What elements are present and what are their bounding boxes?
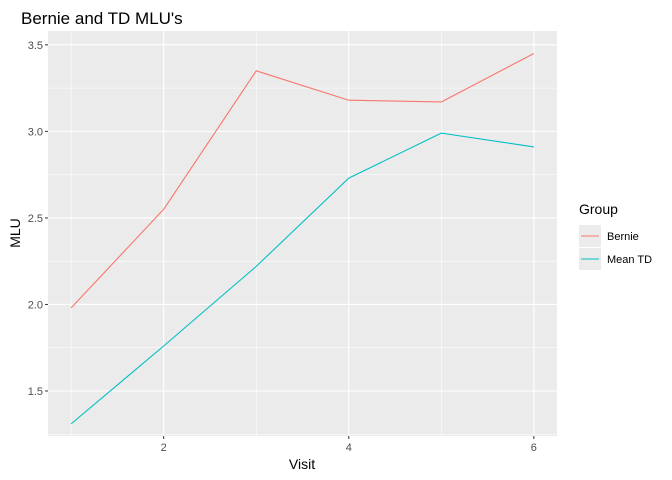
x-axis-title: Visit bbox=[289, 456, 315, 472]
y-tick-label: 3.5 bbox=[28, 40, 43, 52]
legend-items: Bernie Mean TD bbox=[579, 225, 652, 270]
y-tick-label: 3.0 bbox=[28, 126, 43, 138]
x-tick-label: 6 bbox=[531, 442, 537, 454]
y-tick-label: 2.0 bbox=[28, 299, 43, 311]
legend-label: Mean TD bbox=[607, 254, 652, 266]
series-line-bernie bbox=[70, 53, 535, 309]
grid-major bbox=[48, 31, 557, 436]
series-line-mean-td bbox=[70, 132, 534, 425]
y-tick-label: 1.5 bbox=[28, 386, 43, 398]
y-tick-label: 2.5 bbox=[28, 213, 43, 225]
legend-title: Group bbox=[579, 201, 618, 217]
chart-title: Bernie and TD MLU's bbox=[21, 9, 183, 28]
series-lines bbox=[70, 53, 535, 425]
legend: Group Bernie Mean TD bbox=[579, 201, 652, 270]
y-axis: 1.5 2.0 2.5 3.0 3.5 bbox=[28, 40, 48, 398]
y-axis-title: MLU bbox=[7, 218, 23, 248]
x-tick-label: 4 bbox=[346, 442, 352, 454]
x-tick-label: 2 bbox=[161, 442, 167, 454]
grid-minor bbox=[48, 31, 557, 436]
legend-label: Bernie bbox=[607, 231, 639, 243]
x-axis: 2 4 6 bbox=[161, 436, 537, 454]
plot-panel bbox=[48, 31, 557, 436]
